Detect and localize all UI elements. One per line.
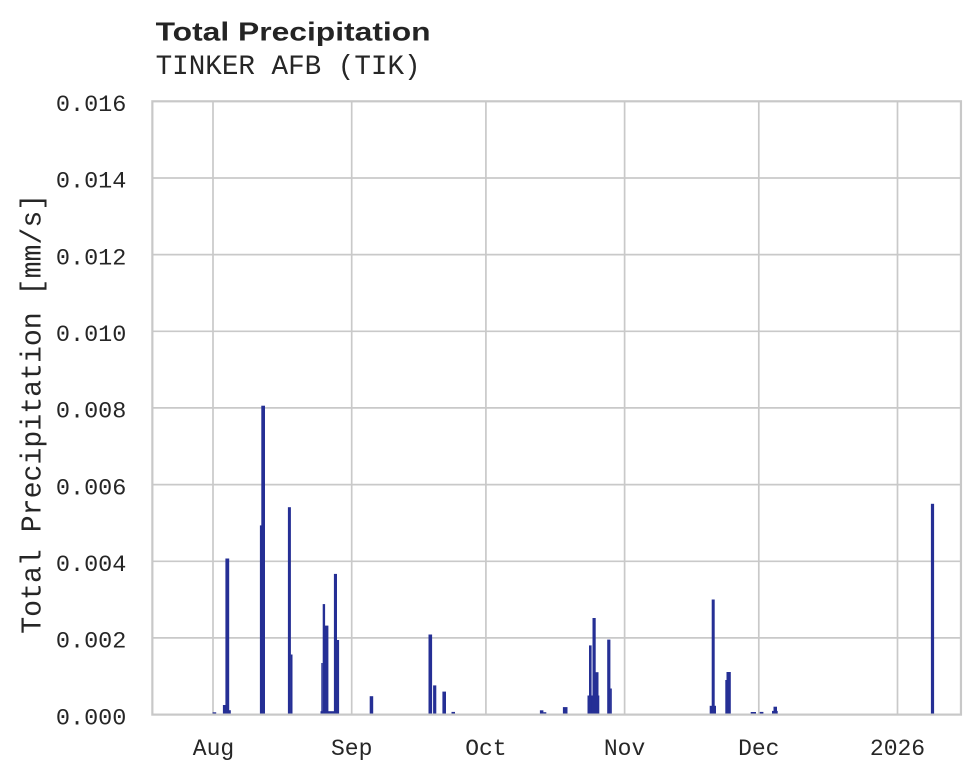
svg-text:2026: 2026 [870,736,925,762]
svg-text:0.000: 0.000 [56,705,127,732]
svg-text:TINKER AFB (TIK): TINKER AFB (TIK) [156,52,421,83]
svg-text:0.006: 0.006 [56,475,127,502]
svg-text:Dec: Dec [738,736,779,762]
svg-text:Total Precipitation: Total Precipitation [156,19,431,47]
svg-text:Nov: Nov [604,736,646,762]
svg-text:0.012: 0.012 [56,245,127,272]
svg-text:Total Precipitation [mm/s]: Total Precipitation [mm/s] [18,194,50,634]
svg-text:0.008: 0.008 [56,399,127,426]
svg-text:0.016: 0.016 [56,92,127,119]
svg-text:Sep: Sep [331,736,372,762]
svg-text:Aug: Aug [193,736,234,762]
svg-text:0.002: 0.002 [56,629,127,656]
svg-text:0.010: 0.010 [56,322,127,349]
svg-text:0.004: 0.004 [56,552,127,579]
svg-text:0.014: 0.014 [56,169,127,196]
svg-text:Oct: Oct [465,736,506,762]
